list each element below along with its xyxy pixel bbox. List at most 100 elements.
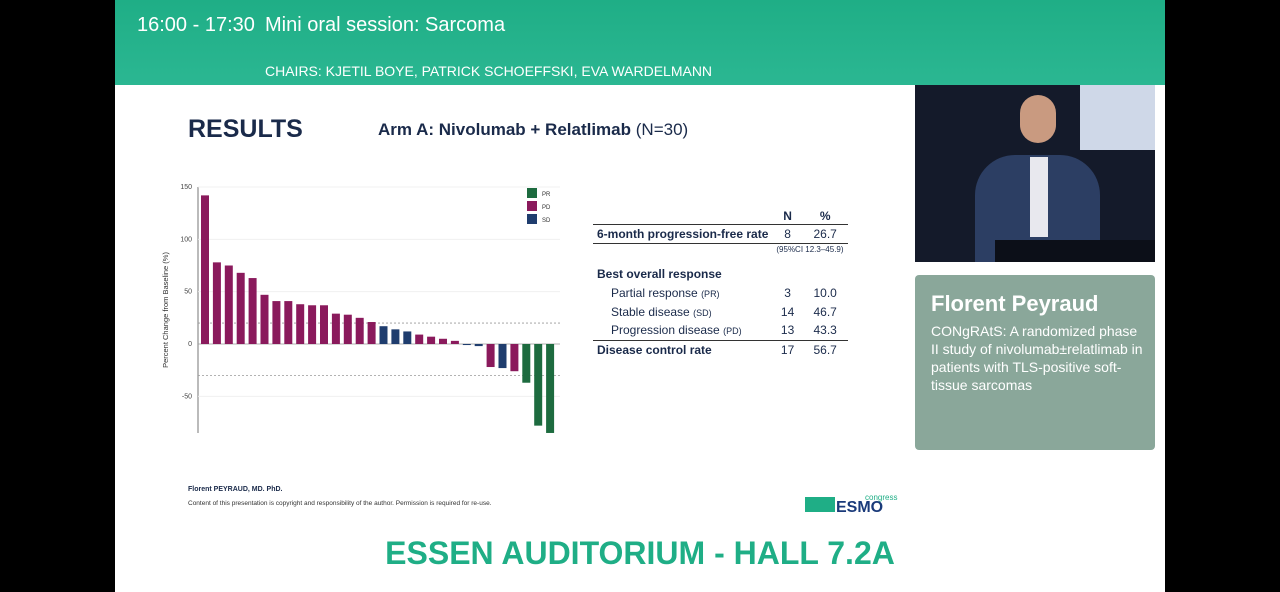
row-label: Best overall response — [593, 264, 772, 283]
bar — [498, 344, 507, 369]
row-label: Partial response (PR) — [593, 283, 772, 302]
bar — [403, 331, 412, 344]
bar — [367, 322, 376, 344]
bar — [236, 272, 245, 344]
session-chairs: CHAIRS: KJETIL BOYE, PATRICK SCHOEFFSKI,… — [265, 63, 713, 79]
row-abbr: (PR) — [701, 288, 720, 299]
bar — [260, 294, 269, 344]
arm-name: Arm A: Nivolumab + Relatlimab — [378, 120, 631, 139]
row-label-text: Partial response — [611, 285, 698, 300]
n-cell: 3 — [784, 285, 791, 300]
slide-content: RESULTS Arm A: Nivolumab + Relatlimab (N… — [161, 115, 897, 516]
speaker-shirt — [1030, 157, 1048, 237]
bar — [391, 329, 400, 344]
results-table: N% 6-month progression-free rate 8 26.7 (95%… — [593, 208, 848, 359]
header-cell: N — [783, 209, 792, 223]
table-row: 6-month progression-free rate 8 26.7 — [593, 225, 848, 244]
y-tick-label: 0 — [188, 341, 192, 348]
row-label-text: Progression disease — [611, 323, 720, 338]
bar — [474, 344, 483, 347]
note-spacer — [593, 244, 772, 265]
pct-cell: 26.7 — [813, 227, 837, 241]
legend-label: PD — [542, 205, 551, 211]
bar — [439, 338, 447, 344]
bar — [296, 304, 305, 344]
y-tick-label: 150 — [180, 184, 192, 191]
speaker-head — [1020, 95, 1056, 143]
bar — [272, 301, 281, 344]
bar — [201, 195, 209, 344]
table-row: Partial response (PR) 3 10.0 — [593, 283, 848, 302]
note-row: (95%CI 12.3–45.9) — [593, 244, 848, 265]
pct-cell: 10.0 — [813, 285, 837, 300]
bar — [415, 334, 424, 344]
logo: ESMO — [836, 499, 883, 516]
row-label-text: 6-month progression-free rate — [597, 227, 769, 241]
logo-sub: congress — [865, 493, 897, 502]
table-body: N% 6-month progression-free rate 8 26.7 (95%… — [593, 208, 848, 359]
table-row: Progression disease (PD) 13 43.3 — [593, 321, 848, 340]
pct-cell: 43.3 — [813, 323, 837, 338]
bar — [510, 344, 519, 372]
bar — [546, 344, 555, 433]
slide-heading: RESULTS — [188, 115, 303, 143]
table-row: Best overall response — [593, 264, 848, 283]
y-tick-label: -50 — [182, 393, 192, 400]
bar — [427, 336, 436, 344]
speaker-card — [915, 275, 1155, 450]
venue: ESSEN AUDITORIUM - HALL 7.2A — [385, 535, 895, 571]
bar — [379, 326, 388, 344]
bar — [331, 313, 340, 344]
bar — [320, 305, 328, 344]
bar — [248, 278, 257, 344]
n-cell: 13 — [780, 323, 795, 338]
talk-title: CONgRAtS: A randomized phase II study of… — [931, 323, 1143, 393]
screen-light — [1080, 85, 1155, 150]
row-label-text: Stable disease — [611, 304, 690, 319]
header-cell: % — [819, 209, 831, 223]
row-label-text: Disease control rate — [597, 342, 712, 357]
row-label: Progression disease (PD) — [593, 321, 772, 340]
logo-badge — [805, 497, 835, 512]
bar — [212, 262, 221, 344]
row-abbr: (SD) — [693, 307, 712, 318]
legend-swatch — [527, 188, 537, 198]
row-abbr: (PD) — [723, 326, 742, 337]
bar — [450, 340, 459, 344]
bar — [284, 301, 293, 344]
speaker-video — [915, 85, 1155, 262]
row-label: 6-month progression-free rate — [593, 225, 772, 244]
session-time: 16:00 - 17:30 — [137, 14, 255, 36]
speaker-name: Florent Peyraud — [931, 291, 1099, 316]
lectern — [995, 240, 1155, 262]
copyright: Content of this presentation is copyrigh… — [188, 500, 492, 507]
bar — [308, 305, 317, 344]
note: (95%CI 12.3–45.9) — [776, 245, 844, 254]
y-tick-label: 100 — [180, 236, 192, 243]
bar — [534, 344, 543, 426]
n-cell: 8 — [784, 227, 791, 241]
bar — [462, 344, 471, 346]
row-label-text: Best overall response — [597, 266, 722, 281]
table-header: N% — [593, 208, 848, 225]
row-label: Disease control rate — [593, 340, 772, 359]
pct-cell: 46.7 — [813, 304, 837, 319]
presenter: Florent PEYRAUD, MD. PhD. — [188, 486, 283, 493]
table-row: Disease control rate 17 56.7 — [593, 340, 848, 359]
slide-subheading: Arm A: Nivolumab + Relatlimab (N=30) — [378, 120, 688, 139]
y-axis-label: Percent Change from Baseline (%) — [161, 252, 170, 368]
session-header — [115, 0, 1165, 85]
bar — [486, 344, 495, 368]
pct-cell: 56.7 — [813, 342, 837, 357]
bar — [522, 344, 531, 383]
n-cell: 14 — [780, 304, 795, 319]
session-title: Mini oral session: Sarcoma — [265, 14, 506, 36]
row-label: Stable disease (SD) — [593, 302, 772, 321]
legend-swatch — [527, 201, 537, 211]
y-tick-label: 50 — [184, 289, 192, 296]
bar — [224, 265, 233, 344]
legend-label: SD — [542, 218, 551, 224]
arm-n: (N=30) — [636, 120, 688, 139]
table-row: Stable disease (SD) 14 46.7 — [593, 302, 848, 321]
